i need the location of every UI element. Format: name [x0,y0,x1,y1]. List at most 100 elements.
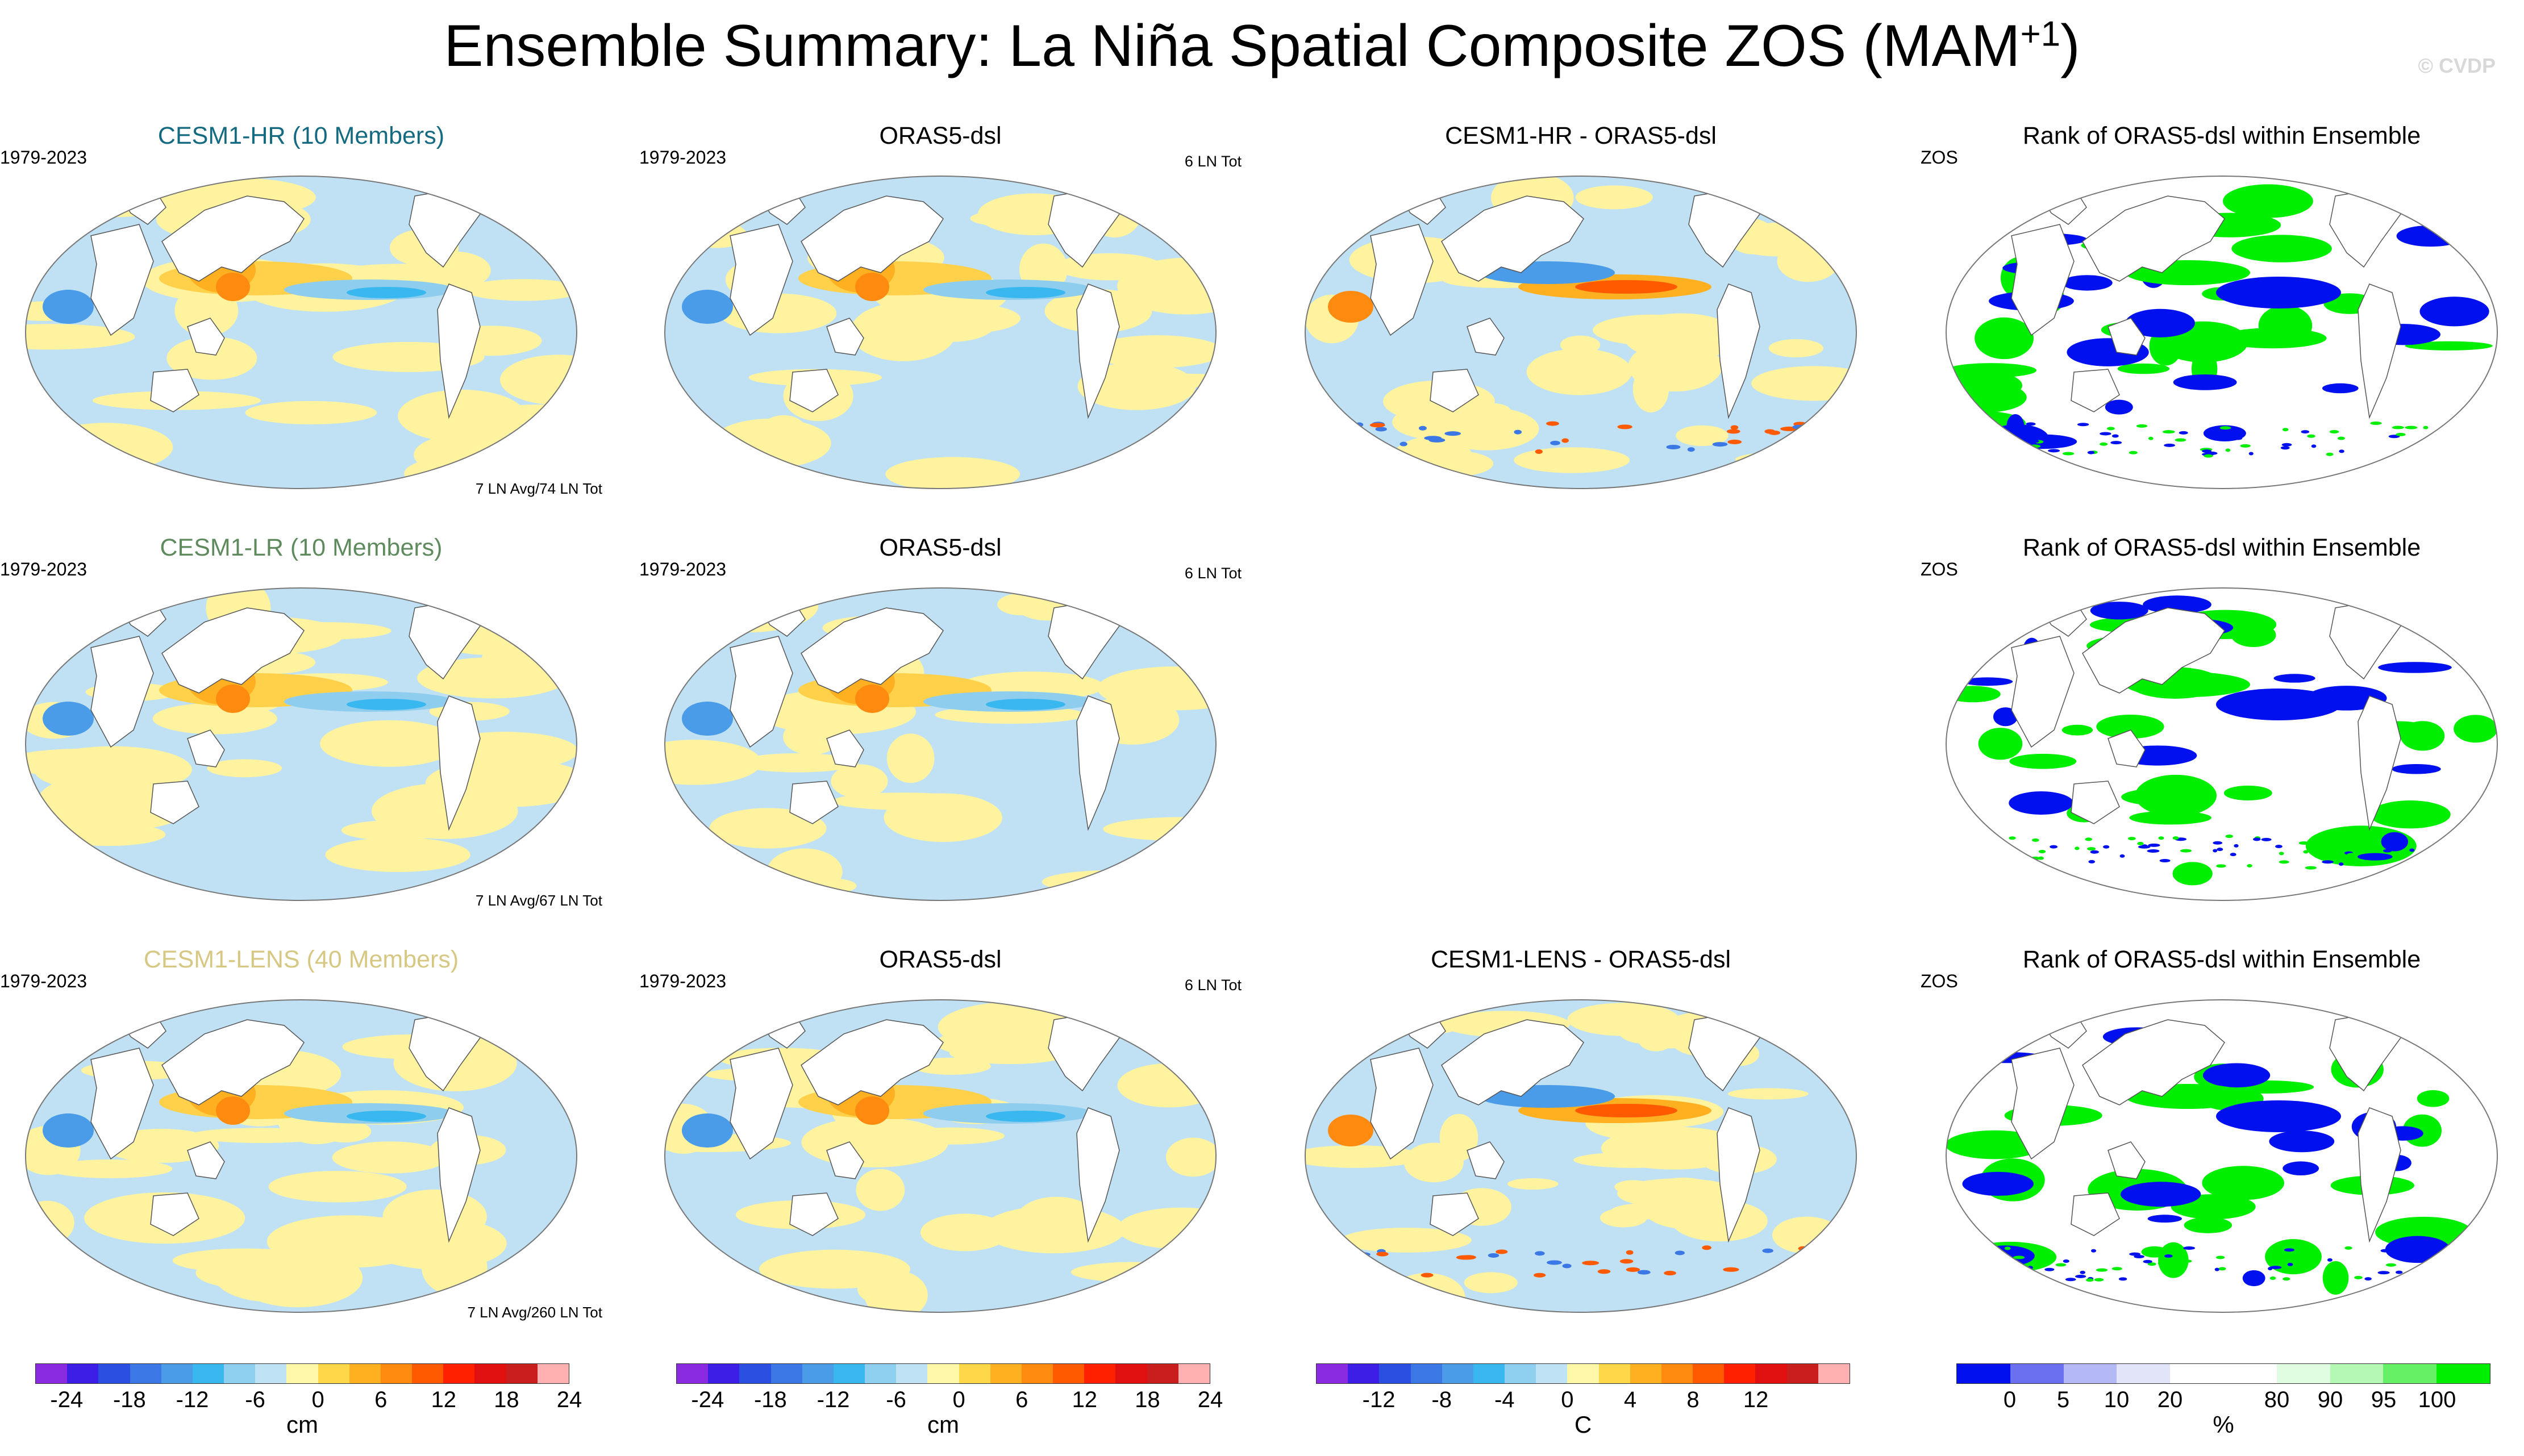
rank-low-region [1993,707,2018,727]
rank-speckle [2322,860,2334,864]
rank-speckle [2225,835,2234,838]
colorbar-swatch [708,1364,740,1383]
field-warm-region [332,1141,448,1174]
rank-speckle [2472,855,2484,859]
diff-warm-region [1671,1200,1768,1242]
field-warm-region [325,837,470,873]
colorbar-swatch [802,1364,834,1383]
colorbar-swatch [677,1364,709,1383]
colorbar-cm-2: -24 -18 -12 -6 0 6 12 18 24 cm [676,1363,1223,1438]
rank-speckle [2475,431,2482,435]
colorbar-tick-label: -8 [1431,1387,1452,1412]
rank-speckle [2062,452,2075,456]
field-warm-region [268,1171,407,1203]
rank-speckle [2158,836,2164,840]
diff-southern-speckle [1764,429,1776,434]
rank-low-region [2147,1215,2182,1223]
rank-speckle [2261,837,2272,841]
colorbar-pct: 0 5 10 20 80 90 95 100% [1956,1363,2490,1438]
diff-southern-speckle [1807,1255,1822,1261]
rank-speckle [2009,441,2015,445]
colorbar-tick-label: 20 [2157,1387,2183,1412]
land-mass [437,1107,481,1243]
diff-southern-speckle [1792,424,1806,429]
diff-warm-region [1464,1272,1518,1294]
period-label: 1979-2023 [0,971,88,991]
field-warm-region [48,1159,173,1178]
diff-southern-speckle [1353,1252,1371,1257]
panel-rank-row1: Rank of ORAS5-dsl within Ensemble ZOS [1921,122,2506,520]
rank-speckle [2339,862,2344,866]
rank-speckle [2269,1276,2276,1280]
rank-speckle [2282,428,2289,432]
field-warm-region [414,431,545,478]
diff-southern-speckle [1340,1273,1352,1278]
diff-southern-speckle [1547,1260,1562,1265]
field-warm-region [233,1249,363,1308]
colorbar-swatch [1053,1364,1085,1383]
diff-southern-speckle [1346,439,1354,444]
field-warm-region [1042,870,1183,894]
rank-speckle [2088,860,2096,863]
rank-speckle [2317,840,2328,844]
field-warm-region [912,1057,991,1075]
land-mass [150,1192,199,1236]
colorbar-tick-label: -12 [176,1387,209,1412]
rank-speckle [2474,1273,2484,1276]
rank-speckle [1968,446,1980,450]
diff-southern-speckle [1727,439,1742,444]
globe-outline [25,176,577,489]
rank-speckle [2248,452,2254,456]
diff-southern-speckle [1348,435,1362,440]
rank-low-region [2439,593,2481,615]
field-warm-region [736,753,859,773]
colorbar-swatch [1410,1364,1442,1383]
colorbar-swatch [161,1364,193,1383]
rank-high-region [2417,1090,2450,1107]
map-model-row1 [25,176,577,489]
rank-speckle [2298,841,2310,845]
rank-low-region [2273,674,2315,683]
diff-warm-region [1628,341,1722,392]
colorbar-swatch [2383,1364,2437,1383]
field-warm-region [189,1128,333,1143]
rank-speckle [2234,436,2243,440]
rank-speckle [2038,849,2046,853]
rank-speckle [2283,1277,2290,1281]
rank-low-region [1962,1171,2034,1196]
rank-speckle [2129,450,2138,454]
rank-speckle [2459,1264,2467,1268]
map-ocean-background [1305,176,1856,489]
rank-speckle [2164,1254,2173,1258]
globe-outline [25,587,577,901]
rank-low-region [2006,414,2025,439]
rank-speckle [2090,850,2099,854]
diff-southern-speckle [1535,449,1543,454]
figure-title-text: Ensemble Summary: La Niña Spatial Compos… [444,13,2021,79]
land-mass [187,318,225,356]
colorbar-unit: C [1574,1411,1592,1438]
rank-speckle [2275,845,2283,849]
field-warm-region [857,1272,921,1306]
land-mass [1076,695,1120,831]
rank-speckle [2344,1246,2352,1250]
colorbar-unit: cm [927,1411,959,1438]
rank-speckle [2147,1262,2156,1266]
colorbar-swatch [739,1364,771,1383]
colorbar-tick-label: -6 [886,1387,906,1412]
rank-speckle [1955,862,1968,866]
colorbar-swatches [1316,1363,1850,1384]
colorbar-swatch [1115,1364,1147,1383]
diff-southern-speckle [1762,1248,1773,1253]
colorbar-swatch [130,1364,161,1383]
rank-speckle [2461,863,2470,867]
count-label: 7 LN Avg/67 LN Tot [475,892,602,909]
diff-southern-speckle [1617,424,1632,429]
variable-label: ZOS [1921,559,1958,579]
rank-speckle [2339,449,2344,453]
colorbar-swatch [1786,1364,1818,1383]
globe-outline [664,176,1217,489]
field-warm-core [216,273,250,301]
diff-southern-speckle [1664,1271,1676,1276]
rank-high-region [2322,1261,2349,1295]
